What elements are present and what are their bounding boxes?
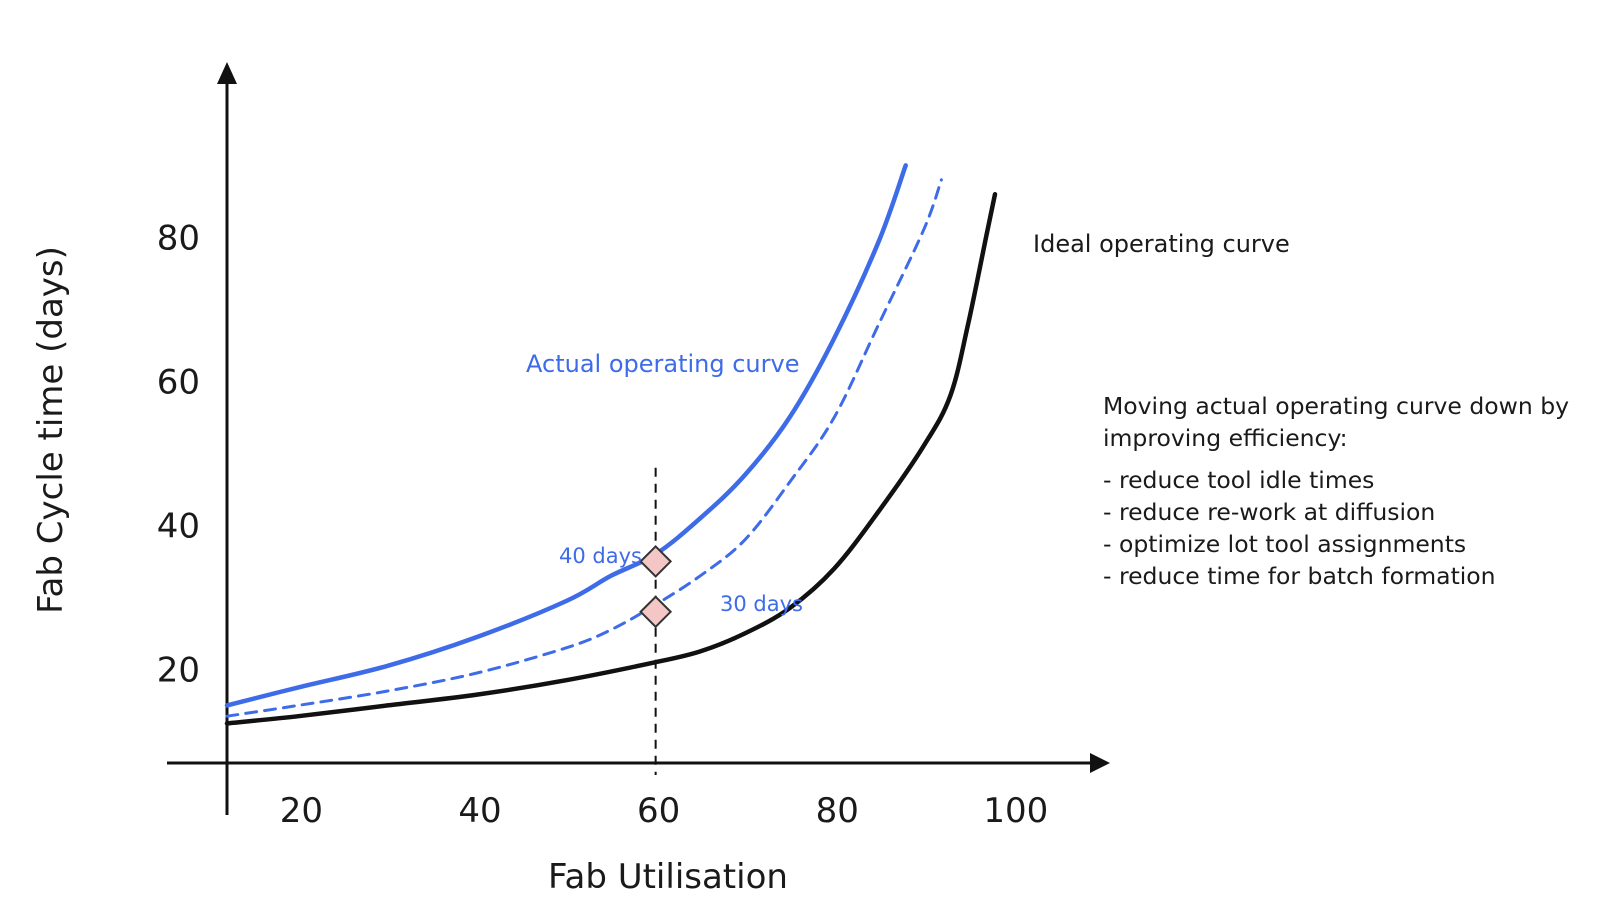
y-tick-labels: 20 40 60 80 <box>157 218 200 690</box>
note-item: - reduce tool idle times <box>1103 466 1375 494</box>
x-axis-arrowhead <box>1090 753 1110 773</box>
x-tick-label: 80 <box>816 791 859 831</box>
marker-label-40-days: 40 days <box>559 544 642 568</box>
series-group <box>224 163 998 726</box>
improvement-note: Moving actual operating curve down by im… <box>1103 390 1573 592</box>
y-axis-title: Fab Cycle time (days) <box>31 246 71 614</box>
ideal-operating-curve <box>224 191 998 726</box>
y-axis-arrowhead <box>217 62 237 84</box>
y-tick-label: 40 <box>157 506 200 546</box>
marker-40-days <box>639 544 673 578</box>
ideal-curve-label: Ideal operating curve <box>1033 230 1290 258</box>
axes <box>167 62 1110 815</box>
note-item: - reduce time for batch formation <box>1103 562 1496 590</box>
note-item: - reduce re-work at diffusion <box>1103 498 1436 526</box>
improved-operating-curve-dashed <box>225 178 943 718</box>
marker-30-days <box>639 595 673 629</box>
x-tick-label: 100 <box>983 791 1048 831</box>
x-tick-labels: 20 40 60 80 100 <box>280 791 1048 831</box>
actual-operating-curve <box>224 163 908 708</box>
note-list: - reduce tool idle times - reduce re-wor… <box>1103 464 1573 592</box>
actual-curve-label: Actual operating curve <box>526 350 799 378</box>
marker-label-30-days: 30 days <box>720 592 803 616</box>
x-tick-label: 60 <box>637 791 680 831</box>
x-tick-label: 20 <box>280 791 323 831</box>
chart-labels: Fab Utilisation Fab Cycle time (days) Ac… <box>31 230 1290 897</box>
y-tick-label: 80 <box>157 218 200 258</box>
y-tick-label: 60 <box>157 362 200 402</box>
markers-group <box>639 544 673 629</box>
y-tick-label: 20 <box>157 650 200 690</box>
x-axis-title: Fab Utilisation <box>548 857 788 897</box>
note-item: - optimize lot tool assignments <box>1103 530 1467 558</box>
note-heading: Moving actual operating curve down by im… <box>1103 392 1570 452</box>
x-tick-label: 40 <box>458 791 501 831</box>
